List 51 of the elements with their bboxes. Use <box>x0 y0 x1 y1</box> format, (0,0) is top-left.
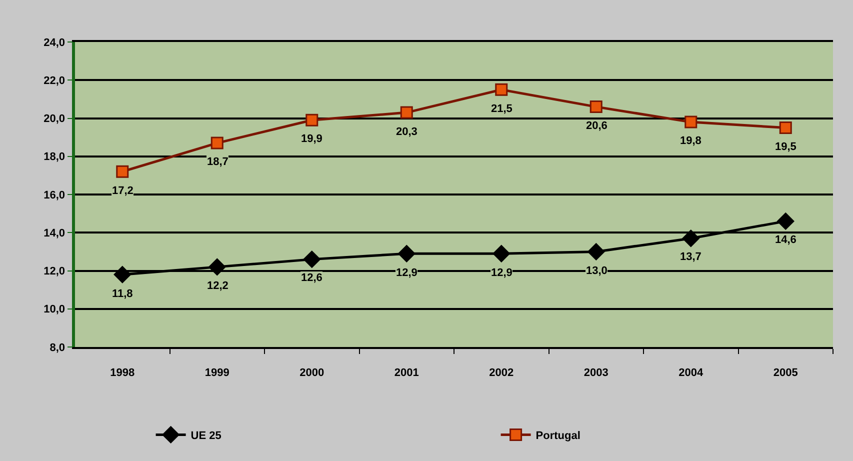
x-tick-label: 2003 <box>584 367 608 380</box>
data-label: 19,8 <box>680 135 702 147</box>
x-tick-label: 2005 <box>773 367 798 380</box>
point <box>682 230 700 247</box>
data-label: 20,6 <box>586 120 608 132</box>
point <box>306 114 318 126</box>
point <box>588 243 605 260</box>
point <box>398 245 416 262</box>
point <box>400 106 413 119</box>
y-tick-label: 14,0 <box>44 227 66 240</box>
data-label: 18,7 <box>207 156 228 168</box>
data-label: 19,5 <box>775 141 796 153</box>
y-tick-label: 22,0 <box>44 74 66 87</box>
x-tick-label: 2002 <box>489 367 514 380</box>
data-label: 13,7 <box>680 251 702 263</box>
data-label: 21,5 <box>491 103 512 115</box>
point <box>116 165 129 178</box>
y-tick-label: 8,0 <box>50 342 66 354</box>
point <box>210 136 224 150</box>
x-tick-label: 1999 <box>204 367 230 380</box>
data-label: 12,9 <box>491 267 512 279</box>
x-tick-label: 2004 <box>678 367 704 380</box>
data-label: 12,6 <box>301 272 322 284</box>
y-tick-label: 24,0 <box>44 36 66 49</box>
point <box>495 83 508 96</box>
y-tick-label: 16,0 <box>44 189 66 202</box>
data-label: 13,0 <box>586 265 608 277</box>
y-tick-label: 18,0 <box>44 151 66 164</box>
x-tick-label: 2000 <box>300 367 324 380</box>
point <box>684 116 698 128</box>
point <box>779 122 792 134</box>
data-label: 12,2 <box>207 280 228 292</box>
legend-label: UE 25 <box>190 430 222 442</box>
point <box>208 258 226 276</box>
point <box>114 266 131 284</box>
point <box>492 245 510 262</box>
point <box>303 250 320 268</box>
y-tick-label: 10,0 <box>44 304 66 316</box>
x-tick-label: 2001 <box>394 367 419 380</box>
point <box>777 212 794 230</box>
data-label: 14,6 <box>775 234 796 246</box>
data-label: 19,9 <box>301 133 322 145</box>
legend-label: Portugal <box>536 430 580 442</box>
point <box>590 100 602 114</box>
data-label: 20,3 <box>396 126 418 138</box>
x-tick-label: 1998 <box>110 367 135 380</box>
data-label: 12,9 <box>396 267 418 279</box>
y-tick-label: 12,0 <box>44 266 66 278</box>
y-tick-label: 20,0 <box>44 113 66 126</box>
data-label: 17,2 <box>112 185 134 197</box>
data-label: 11,8 <box>112 288 133 300</box>
